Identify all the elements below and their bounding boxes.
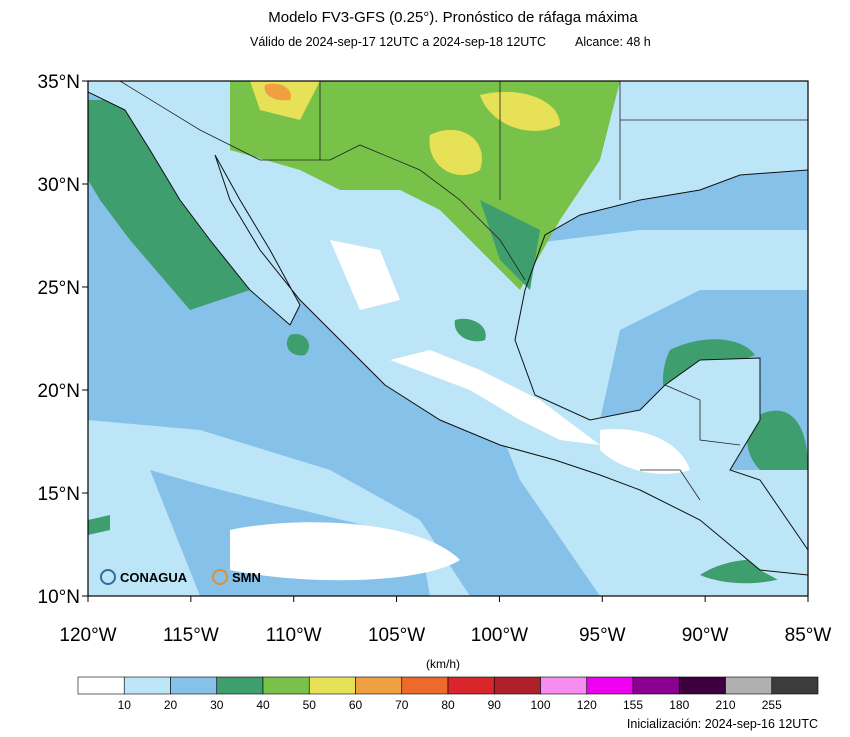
field-area [88,100,250,310]
colorbar-label: 40 [256,698,270,712]
colorbar-swatch [401,676,449,695]
colorbar-label: 120 [577,698,597,712]
colorbar-swatch [586,676,634,695]
colorbar-swatch [123,676,171,695]
colorbar-label: 210 [715,698,735,712]
colorbar-swatch [632,676,680,695]
lon-label: 105°W [368,625,425,646]
colorbar-swatch [447,676,495,695]
coastline [88,91,808,576]
colorbar-label: 70 [395,698,409,712]
lon-label: 95°W [579,625,626,646]
lat-label: 25°N [38,278,80,299]
field-area [230,522,460,581]
colorbar-label: 180 [669,698,689,712]
colorbar-label: 20 [164,698,178,712]
init-time: Inicialización: 2024-sep-16 12UTC [627,717,818,731]
lat-label: 30°N [38,175,80,196]
colorbar-label: 155 [623,698,643,712]
field-area [286,334,310,356]
map-frame [87,80,809,597]
field-area [88,515,110,535]
lon-label: 115°W [163,625,219,646]
colorbar-label: 100 [530,698,550,712]
field-area [264,83,291,101]
field-area [330,240,400,310]
logo-text: CONAGUA [120,570,188,585]
field-area [600,429,690,474]
colorbar-label: 90 [488,698,502,712]
colorbar-label: 50 [303,698,317,712]
map: CONAGUA SMN [88,81,808,596]
lon-label: 110°W [266,625,322,646]
logo-text: SMN [232,570,261,585]
colorbar-swatch [771,676,819,695]
colorbar-swatch [216,676,264,695]
colorbar-swatch [77,676,125,695]
field-area [480,200,540,290]
lat-label: 15°N [38,484,80,505]
field-area [429,129,482,176]
colorbar-swatch [493,676,541,695]
colorbar-swatch [540,676,588,695]
lat-label: 20°N [38,381,80,402]
lon-label: 85°W [785,625,832,646]
logo-icon [212,569,228,585]
colorbar-swatch [355,676,403,695]
lat-label: 10°N [38,587,80,608]
colorbar-label: 255 [762,698,782,712]
field-area [390,350,600,445]
colorbar-label: 60 [349,698,363,712]
colorbar-swatch [308,676,356,695]
lon-label: 90°W [682,625,729,646]
forecast-range: Alcance: 48 h [575,35,651,49]
logo-icon [100,569,116,585]
title: Modelo FV3-GFS (0.25°). Pronóstico de rá… [268,9,638,26]
colorbar-swatch [170,676,218,695]
lon-label: 100°W [471,625,528,646]
colorbar-swatch [262,676,310,695]
colorbar-unit: (km/h) [426,657,460,671]
colorbar-label: 80 [441,698,455,712]
colorbar-swatch [725,676,773,695]
coastline [514,169,808,551]
field-area [747,410,808,470]
field-area [454,318,486,342]
colorbar-swatch [678,676,726,695]
subtitle: Válido de 2024-sep-17 12UTC a 2024-sep-1… [250,35,546,49]
colorbar-label: 30 [210,698,224,712]
border [119,81,808,501]
colorbar-label: 10 [118,698,132,712]
lon-label: 120°W [59,625,116,646]
lat-label: 35°N [38,72,80,93]
